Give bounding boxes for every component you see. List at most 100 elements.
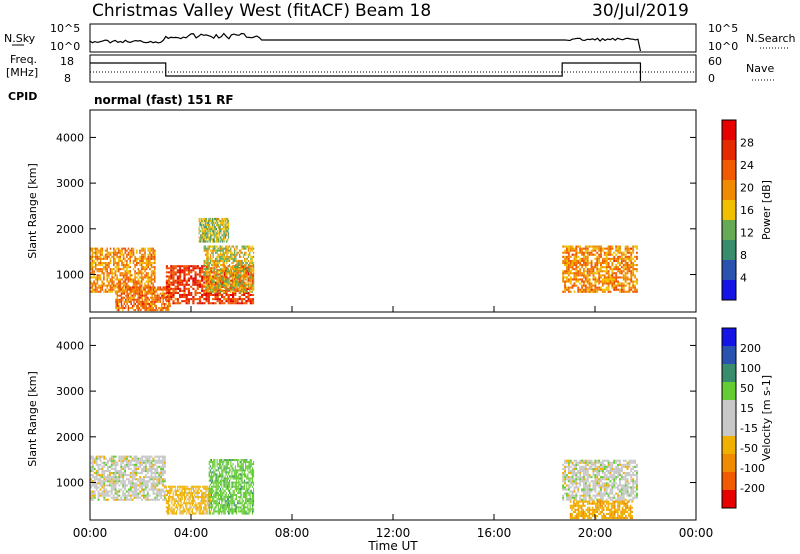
power-cell [214,228,216,231]
velocity-cell [242,491,244,494]
power-cell [176,279,179,282]
velocity-cell [103,494,106,497]
velocity-cell [181,487,183,490]
power-cell [174,279,177,282]
power-cell [185,279,188,282]
power-cell [205,300,208,303]
power-cell [245,270,247,273]
power-cell [99,276,102,279]
velocity-cell [230,475,232,478]
velocity-cell [234,481,236,484]
velocity-cell [120,476,123,479]
velocity-cell [120,457,123,460]
power-cell [237,284,239,287]
power-cell [240,251,242,254]
power-cell [213,259,215,262]
power-cell [162,286,164,289]
velocity-cell [205,510,207,513]
velocity-cell [126,496,128,499]
velocity-cell [230,477,232,480]
power-cell [98,270,100,273]
power-cell [225,285,228,288]
power-cell [98,286,100,289]
power-cell [206,217,208,220]
power-cell [605,257,608,260]
power-cell [118,307,120,310]
power-cell [567,290,570,293]
power-cell [124,272,127,275]
power-cell [216,224,218,227]
velocity-cell [240,463,242,466]
velocity-cell [234,469,236,472]
power-cell [208,224,210,227]
power-cell [566,249,568,252]
velocity-cell [229,459,231,462]
power-cell [170,267,173,270]
velocity-cell [246,506,248,509]
power-cell [156,294,159,297]
power-cell [129,257,131,260]
power-cell [94,284,97,287]
power-cell [94,247,97,250]
velocity-cell [218,463,220,466]
power-cell [566,276,568,279]
velocity-cell [228,494,230,497]
velocity-cell [223,491,225,494]
power-cell [613,280,616,283]
velocity-cell [250,461,252,464]
power-cell [245,278,247,281]
velocity-cell [225,500,227,503]
velocity-cell [158,488,161,491]
velocity-cell [183,508,185,511]
velocity-cell [216,473,218,476]
power-cell [203,219,205,222]
power-cell [93,274,95,277]
power-cell [245,288,247,291]
power-cell [226,272,228,275]
power-cell [194,277,197,280]
power-cell [228,236,230,239]
power-cell [216,217,218,220]
power-cell [136,280,138,283]
power-cell [225,234,227,237]
velocity-cell [91,494,94,497]
power-cell [162,296,164,299]
power-cell [609,278,612,281]
velocity-cell [144,488,147,491]
power-cell [215,290,217,293]
power-cell [628,286,631,289]
velocity-cell [249,502,251,505]
power-cell [251,255,253,258]
power-cell [219,219,220,222]
velocity-cell [129,484,132,487]
power-cell [596,280,599,283]
power-cell [611,278,614,281]
power-cell [106,290,108,293]
power-cell [225,245,227,248]
power-cell [145,307,148,310]
power-cell [238,291,241,294]
power-cell [225,232,227,235]
velocity-cell [226,510,228,513]
power-cell [216,262,218,265]
power-cell [235,276,237,279]
velocity-cell [197,489,199,492]
velocity-cell [208,508,210,511]
velocity-cell [187,491,189,494]
velocity-cell [217,475,219,478]
power-cell [96,276,99,279]
power-cell [218,217,220,220]
velocity-cell [177,502,179,505]
power-cell [137,296,139,299]
velocity-cell [233,491,235,494]
power-cell [204,224,206,227]
power-cell [142,253,145,256]
power-cell [227,272,229,275]
power-cell [207,219,209,222]
power-cell [581,257,583,260]
velocity-cell [241,512,243,515]
velocity-cell [148,455,151,458]
power-cell [150,282,153,285]
power-cell [114,259,117,262]
velocity-cell [179,510,181,513]
